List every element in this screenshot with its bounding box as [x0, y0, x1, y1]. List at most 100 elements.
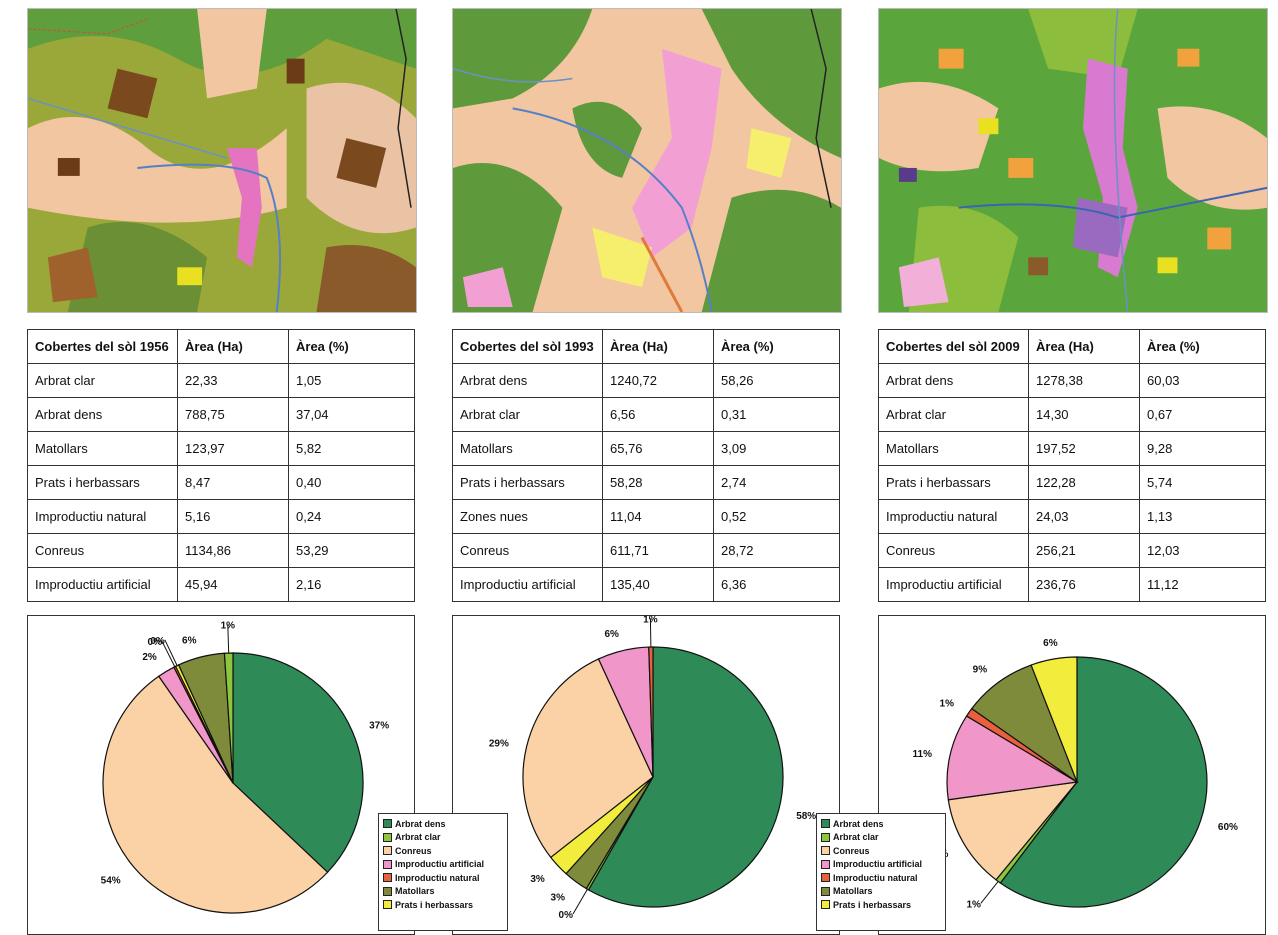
- legend-label: Conreus: [395, 846, 432, 856]
- pie-data-label: 2%: [142, 652, 157, 663]
- legend-label: Conreus: [833, 846, 870, 856]
- land-cover-map-2009: [878, 8, 1268, 313]
- table-cell: Matollars: [879, 432, 1029, 466]
- land-cover-table-1956: Cobertes del sòl 1956 Àrea (Ha) Àrea (%)…: [27, 329, 415, 602]
- table-cell: Conreus: [453, 534, 603, 568]
- pie-data-label: 1%: [966, 899, 981, 910]
- legend-swatch: [383, 887, 392, 896]
- table-cell: 58,26: [714, 364, 840, 398]
- legend-swatch: [383, 846, 392, 855]
- legend-item: Prats i herbassars: [383, 898, 503, 912]
- legend-item: Conreus: [821, 844, 941, 858]
- legend-item: Matollars: [821, 885, 941, 899]
- legend-item: Arbrat dens: [821, 817, 941, 831]
- legend-label: Arbrat dens: [833, 819, 884, 829]
- legend-item: Improductiu natural: [821, 871, 941, 885]
- table-cell: 28,72: [714, 534, 840, 568]
- legend-label: Prats i herbassars: [833, 900, 911, 910]
- legend-swatch: [821, 887, 830, 896]
- pie-data-label: 3%: [530, 874, 545, 885]
- legend-swatch: [821, 819, 830, 828]
- table-cell: 24,03: [1029, 500, 1140, 534]
- table-cell: 1,05: [289, 364, 415, 398]
- table-cell: 45,94: [178, 568, 289, 602]
- table-cell: 60,03: [1140, 364, 1266, 398]
- table-cell: 256,21: [1029, 534, 1140, 568]
- pie-data-label: 3%: [551, 892, 566, 903]
- table-cell: Prats i herbassars: [28, 466, 178, 500]
- legend-label: Matollars: [833, 886, 873, 896]
- table-header-cell: Àrea (%): [289, 330, 415, 364]
- legend-label: Improductiu natural: [395, 873, 480, 883]
- pie-chart-1956-frame: 37%54%2%0%0%6%1%: [27, 615, 415, 935]
- legend-swatch: [383, 833, 392, 842]
- table-cell: Arbrat dens: [28, 398, 178, 432]
- pie-data-label: 54%: [101, 876, 121, 887]
- table-cell: 8,47: [178, 466, 289, 500]
- table-cell: 2,74: [714, 466, 840, 500]
- table-cell: 5,74: [1140, 466, 1266, 500]
- table-cell: 1134,86: [178, 534, 289, 568]
- table-header-row: Cobertes del sòl 2009 Àrea (Ha) Àrea (%): [879, 330, 1266, 364]
- table-cell: 11,12: [1140, 568, 1266, 602]
- legend-item: Prats i herbassars: [821, 898, 941, 912]
- legend-label: Improductiu artificial: [833, 859, 922, 869]
- table-cell: Zones nues: [453, 500, 603, 534]
- table-cell: Arbrat clar: [28, 364, 178, 398]
- table-header-cell: Àrea (%): [714, 330, 840, 364]
- pie-data-label: 58%: [796, 811, 816, 822]
- table-cell: 0,40: [289, 466, 415, 500]
- table-cell: 2,16: [289, 568, 415, 602]
- table-cell: 37,04: [289, 398, 415, 432]
- land-cover-table-2009: Cobertes del sòl 2009 Àrea (Ha) Àrea (%)…: [878, 329, 1266, 602]
- table-cell: Prats i herbassars: [879, 466, 1029, 500]
- legend-item: Arbrat dens: [383, 817, 503, 831]
- pie-data-label: 29%: [489, 738, 509, 749]
- legend-swatch: [821, 900, 830, 909]
- pie-chart-1993-frame: 58%0%3%3%29%6%1%: [452, 615, 840, 935]
- pie-data-label: 1%: [221, 621, 236, 632]
- table-cell: Prats i herbassars: [453, 466, 603, 500]
- table-cell: Arbrat dens: [879, 364, 1029, 398]
- table-cell: 9,28: [1140, 432, 1266, 466]
- table-header-cell: Cobertes del sòl 2009: [879, 330, 1029, 364]
- legend-swatch: [383, 873, 392, 882]
- table-cell: Improductiu natural: [879, 500, 1029, 534]
- table-cell: 5,82: [289, 432, 415, 466]
- pie-leader-line: [165, 640, 177, 666]
- pie-data-label: 6%: [182, 635, 197, 646]
- legend-label: Arbrat clar: [395, 832, 441, 842]
- table-header-cell: Cobertes del sòl 1993: [453, 330, 603, 364]
- table-cell: 788,75: [178, 398, 289, 432]
- table-header-cell: Àrea (%): [1140, 330, 1266, 364]
- pie-data-label: 6%: [1043, 638, 1058, 649]
- land-cover-map-1993: [452, 8, 842, 313]
- pie-data-label: 0%: [150, 636, 165, 647]
- legend-label: Matollars: [395, 886, 435, 896]
- pie-data-label: 11%: [913, 749, 933, 760]
- table-header-row: Cobertes del sòl 1993 Àrea (Ha) Àrea (%): [453, 330, 840, 364]
- table-cell: 135,40: [603, 568, 714, 602]
- pie-data-label: 0%: [559, 910, 574, 921]
- table-cell: Conreus: [28, 534, 178, 568]
- table-header-cell: Àrea (Ha): [1029, 330, 1140, 364]
- legend-swatch: [383, 860, 392, 869]
- legend-swatch: [821, 860, 830, 869]
- table-cell: Improductiu artificial: [453, 568, 603, 602]
- pie-leader-line: [573, 889, 587, 914]
- legend-label: Improductiu natural: [833, 873, 918, 883]
- legend-item: Improductiu artificial: [383, 858, 503, 872]
